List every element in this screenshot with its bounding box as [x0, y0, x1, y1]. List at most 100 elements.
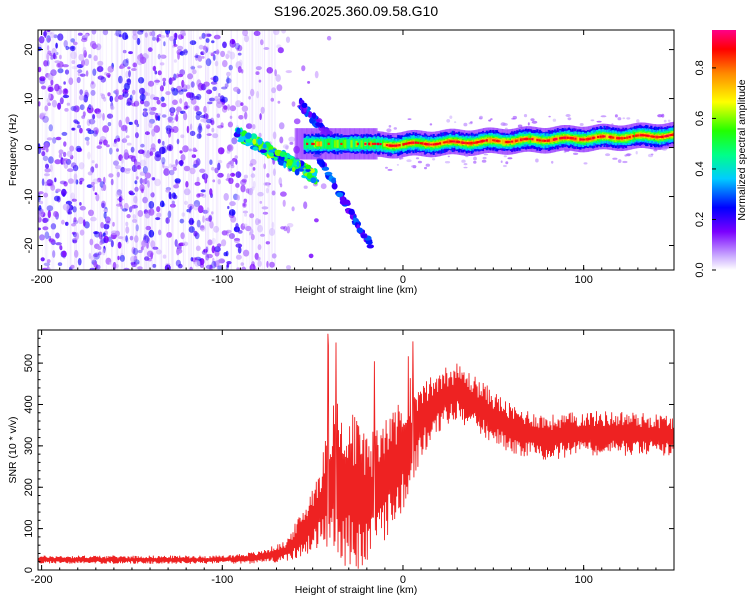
noise-blob: [43, 142, 50, 149]
ridge-band: [508, 140, 511, 143]
noise-streak: [111, 30, 113, 270]
ridge-band: [485, 139, 488, 142]
ridge-band: [599, 135, 602, 138]
ridge-band: [619, 137, 622, 140]
ridge-band: [621, 137, 624, 140]
noise-blob: [229, 105, 237, 112]
noise-blob: [250, 173, 256, 178]
noise-streak: [140, 30, 142, 270]
noise-blob: [54, 159, 61, 165]
noise-blob: [192, 163, 198, 169]
noise-blob: [117, 241, 122, 249]
noise-blob: [224, 83, 229, 88]
noise-blob: [53, 34, 58, 39]
noise-blob: [55, 136, 62, 141]
noise-blob: [234, 42, 241, 50]
ridge-band: [488, 137, 491, 143]
noise-blob: [226, 162, 230, 169]
ridge-band: [473, 141, 476, 144]
ridge-band: [318, 140, 321, 147]
wisp: [396, 164, 399, 166]
snr-x-label: Height of straight line (km): [295, 584, 418, 596]
noise-blob: [155, 112, 162, 117]
noise-blob: [144, 131, 150, 136]
noise-blob: [118, 34, 122, 38]
ridge-band: [446, 140, 449, 143]
wisp: [444, 161, 451, 164]
noise-blob: [150, 240, 156, 249]
ridge-band: [456, 140, 459, 143]
snr-frame: [37, 329, 675, 571]
ridge-band: [402, 143, 405, 146]
noise-streak: [151, 30, 153, 270]
noise-blob: [62, 88, 69, 96]
ridge-band: [481, 139, 485, 143]
noise-blob: [74, 232, 80, 241]
ridge-band: [349, 139, 352, 149]
noise-blob: [97, 60, 104, 66]
noise-blob: [235, 182, 240, 188]
ridge-band: [450, 140, 453, 143]
noise-blob: [112, 221, 115, 227]
ridge-band: [335, 139, 338, 149]
y-tick-label: 500: [23, 354, 35, 372]
noise-blob: [42, 115, 49, 123]
noise-blob: [156, 206, 161, 213]
noise-blob: [47, 86, 54, 92]
noise-blob: [255, 71, 260, 75]
colorbar-tick-label: 0.2: [694, 212, 706, 227]
noise-blob: [110, 178, 114, 186]
ridge-band: [399, 141, 402, 149]
spectrogram-heatmap: [38, 30, 674, 270]
noise-blob: [291, 101, 296, 107]
noise-blob: [90, 255, 96, 262]
noise-blob: [163, 168, 170, 176]
noise-blob: [171, 99, 178, 106]
ridge-band: [369, 141, 372, 147]
noise-blob: [160, 200, 165, 208]
noise-blob: [86, 118, 91, 127]
noise-blob: [92, 68, 97, 76]
ridge-band: [542, 139, 545, 142]
noise-blob: [86, 184, 93, 189]
noise-blob: [149, 31, 152, 36]
ridge-band: [662, 134, 665, 139]
noise-blob: [125, 221, 129, 227]
noise-blob: [235, 222, 239, 230]
ridge-band: [359, 138, 362, 149]
noise-blob: [61, 131, 68, 136]
ridge-band: [573, 136, 576, 141]
ridge-band: [518, 137, 521, 143]
noise-blob: [132, 214, 136, 220]
noise-blob: [229, 115, 233, 120]
noise-blob: [71, 198, 78, 202]
noise-blob: [148, 229, 155, 238]
noise-blob: [222, 60, 228, 68]
noise-blob: [73, 217, 77, 223]
noise-blob: [209, 51, 213, 55]
noise-blob: [148, 201, 155, 209]
ridge-band: [417, 141, 420, 145]
ridge-band: [614, 135, 617, 141]
noise-blob: [147, 80, 155, 87]
noise-blob: [83, 94, 89, 103]
noise-blob: [244, 111, 248, 120]
noise-blob: [102, 113, 105, 121]
ridge-band: [540, 137, 543, 144]
noise-streak: [117, 30, 119, 270]
ridge-band: [312, 143, 315, 145]
noise-blob: [47, 102, 51, 106]
noise-streak: [132, 30, 134, 270]
wisp: [503, 164, 507, 168]
noise-blob: [198, 123, 202, 131]
noise-blob: [204, 46, 209, 52]
ridge-halo: [298, 128, 301, 160]
ridge-band: [445, 140, 448, 143]
noise-blob: [206, 124, 211, 129]
ridge-band: [337, 139, 340, 149]
wisp: [461, 159, 466, 163]
ridge-band: [352, 139, 356, 149]
noise-blob: [200, 114, 207, 119]
noise-blob: [211, 40, 215, 44]
y-tick-label: 10: [23, 92, 35, 104]
